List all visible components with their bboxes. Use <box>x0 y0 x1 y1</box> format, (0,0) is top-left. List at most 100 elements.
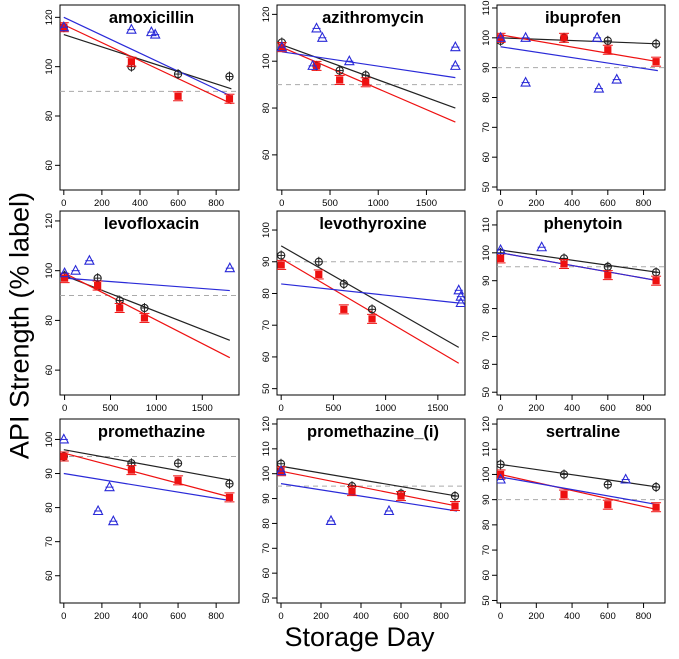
x-tick-label: 0 <box>498 611 503 622</box>
panel-plot-area <box>60 433 239 526</box>
x-tick-label: 800 <box>208 611 224 622</box>
y-axis-label: API Strength (% label) <box>4 191 35 460</box>
red-point <box>652 58 660 66</box>
y-tick-label: 120 <box>261 6 272 22</box>
y-tick-label: 100 <box>261 222 272 238</box>
red-point <box>60 274 69 282</box>
panel-plot-area <box>277 458 465 525</box>
x-tick-label: 1000 <box>146 403 167 414</box>
blue-trend-line <box>64 277 230 292</box>
red-point <box>225 95 234 103</box>
y-tick-label: 60 <box>261 150 272 161</box>
y-tick-label: 80 <box>261 518 272 529</box>
x-tick-label: 800 <box>208 198 224 209</box>
blue-point <box>311 22 322 33</box>
y-tick-label: 110 <box>481 217 492 232</box>
blue-trend-line <box>63 16 232 97</box>
panel-title: amoxicillin <box>109 9 194 27</box>
x-tick-label: 200 <box>94 198 110 209</box>
panel-phenytoin: 0 200 400 600 800 50 60 70 80 90 100 110 phenytoin <box>481 210 666 414</box>
panel-plot-area <box>497 459 665 513</box>
blue-trend-line <box>280 483 458 512</box>
red-point <box>336 76 344 84</box>
y-tick-label: 70 <box>481 331 492 342</box>
x-tick-label: 0 <box>498 198 503 209</box>
blue-point <box>149 28 161 39</box>
y-tick-label: 60 <box>44 365 55 376</box>
red-point <box>60 452 68 461</box>
panel-plot-area <box>497 31 665 93</box>
panel-ibuprofen: 0 200 400 600 800 50 60 70 80 90 100 110 ibuprofen <box>481 0 666 209</box>
red-point <box>652 277 660 285</box>
blue-point <box>449 40 461 52</box>
panel-title: ibuprofen <box>545 9 621 27</box>
panel-promethazine: 0 200 400 600 800 60 70 80 90 100 promethazine <box>44 418 240 622</box>
blue-point <box>107 515 119 526</box>
panel-frame <box>496 210 666 396</box>
y-tick-label: 60 <box>481 152 492 163</box>
x-tick-label: 200 <box>313 611 329 622</box>
y-tick-label: 80 <box>261 103 272 114</box>
y-tick-label: 100 <box>481 30 492 46</box>
black-trend-line <box>63 449 232 481</box>
y-tick-label: 80 <box>481 520 492 531</box>
blue-point <box>83 254 95 265</box>
x-tick-label: 1500 <box>427 403 448 414</box>
red-point <box>497 254 505 262</box>
y-tick-label: 120 <box>261 416 272 432</box>
black-trend-line <box>280 465 458 497</box>
red-trend-line <box>63 24 232 105</box>
blue-point <box>497 31 506 42</box>
x-tick-label: 0 <box>279 198 284 209</box>
panel-frame <box>59 4 240 191</box>
panel-plot-area <box>277 22 465 123</box>
y-tick-label: 50 <box>481 182 492 193</box>
x-tick-label: 600 <box>393 611 409 622</box>
panel-plot-area <box>497 241 665 286</box>
x-tick-label: 0 <box>279 403 284 414</box>
y-tick-label: 90 <box>481 62 492 73</box>
y-tick-label: 90 <box>481 494 492 505</box>
blue-point <box>125 23 137 34</box>
red-point <box>368 315 376 323</box>
panel-title: levofloxacin <box>104 215 199 233</box>
red-point <box>604 46 612 54</box>
blue-point <box>497 473 506 484</box>
y-tick-label: 90 <box>44 468 55 479</box>
x-tick-label: 400 <box>132 611 148 622</box>
red-point <box>560 491 568 499</box>
y-tick-label: 80 <box>481 92 492 103</box>
red-point <box>560 34 568 42</box>
red-trend-line <box>500 473 658 511</box>
blue-point <box>104 480 115 492</box>
y-tick-label: 80 <box>261 288 272 299</box>
y-tick-label: 50 <box>261 383 272 394</box>
panel-frame <box>496 418 666 604</box>
x-tick-label: 400 <box>564 403 580 414</box>
blue-point <box>224 262 236 273</box>
panel-frame <box>496 4 666 191</box>
x-tick-label: 1500 <box>192 403 213 414</box>
y-tick-label: 100 <box>44 59 55 75</box>
red-point <box>127 466 136 474</box>
red-point <box>174 92 182 100</box>
panel-frame <box>59 418 240 604</box>
y-tick-label: 70 <box>261 543 272 554</box>
x-tick-label: 200 <box>94 611 110 622</box>
blue-point <box>455 296 465 308</box>
red-trend-line <box>63 452 232 498</box>
blue-trend-line <box>500 252 658 282</box>
panel-title: promethazine_(i) <box>307 423 439 441</box>
x-tick-label: 1000 <box>375 403 396 414</box>
blue-point <box>60 21 70 32</box>
y-tick-label: 60 <box>44 160 55 171</box>
y-tick-label: 60 <box>481 570 492 581</box>
black-trend-line <box>500 463 658 488</box>
y-tick-label: 50 <box>261 593 272 604</box>
black-trend-line <box>500 249 658 273</box>
blue-point <box>316 31 328 42</box>
red-trend-line <box>280 258 460 364</box>
y-tick-label: 100 <box>44 432 55 448</box>
x-tick-label: 0 <box>62 403 67 414</box>
